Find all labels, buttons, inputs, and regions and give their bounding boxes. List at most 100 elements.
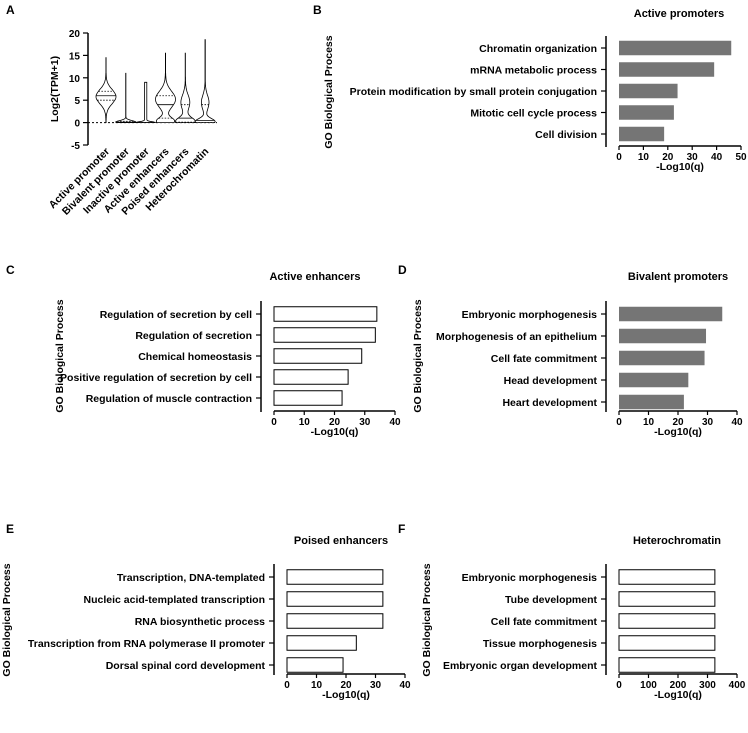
category-label-f: Tube development	[505, 594, 597, 606]
violin-2	[135, 81, 156, 123]
chart-title-e: Poised enhancers	[294, 535, 388, 547]
violin-3	[155, 52, 176, 123]
bar-d	[619, 394, 684, 410]
x-tick-label-b: 10	[638, 152, 650, 163]
bar-f	[618, 591, 716, 607]
category-label-b: Cell division	[535, 129, 597, 141]
bar-d	[619, 328, 707, 344]
y-tick-label-a: 20	[69, 29, 81, 40]
category-label-c: Regulation of secretion by cell	[100, 309, 252, 321]
x-tick-label-b: 30	[687, 152, 699, 163]
bar-e	[286, 635, 357, 651]
category-label-c: Regulation of muscle contraction	[86, 393, 252, 405]
x-tick-label-f: 200	[670, 680, 687, 691]
y-axis-title-c: GO Biological Process	[54, 299, 66, 412]
category-label-e: Dorsal spinal cord development	[106, 660, 266, 672]
bar-f	[618, 569, 716, 585]
panel-letter-b: B	[313, 3, 322, 17]
y-tick-label-a: -5	[71, 141, 80, 152]
category-label-b: Mitotic cell cycle process	[470, 108, 597, 120]
x-axis-title-c: -Log10(q)	[311, 426, 359, 438]
category-label-f: Cell fate commitment	[491, 616, 598, 628]
x-tick-label-d: 0	[616, 417, 622, 428]
category-label-c: Regulation of secretion	[135, 330, 252, 342]
bar-b	[619, 105, 674, 120]
y-axis-title-d: GO Biological Process	[412, 299, 424, 412]
chart-title-f: Heterochromatin	[633, 535, 721, 547]
category-label-d: Embryonic morphogenesis	[462, 309, 598, 321]
x-tick-label-f: 0	[616, 680, 622, 691]
x-axis-title-e: -Log10(q)	[322, 689, 370, 701]
bar-f	[618, 613, 716, 629]
x-tick-label-b: 50	[735, 152, 747, 163]
category-label-e: RNA biosynthetic process	[135, 616, 265, 628]
x-tick-label-e: 10	[311, 680, 323, 691]
category-label-c: Chemical homeostasis	[138, 351, 252, 363]
x-tick-label-d: 10	[643, 417, 655, 428]
bar-c	[273, 327, 376, 343]
category-label-d: Heart development	[502, 397, 597, 409]
bar-e	[286, 613, 384, 629]
category-label-d: Cell fate commitment	[491, 353, 598, 365]
violin-1	[115, 72, 137, 123]
chart-title-b: Active promoters	[634, 8, 724, 20]
bar-b	[619, 40, 732, 56]
category-label-d: Head development	[504, 375, 598, 387]
bar-b	[619, 62, 715, 77]
bar-d	[619, 372, 689, 388]
bar-chart-panel-c: Active enhancers GO Biological Process Reg…	[54, 271, 401, 438]
bar-e	[286, 657, 344, 673]
bar-d	[619, 350, 705, 366]
x-axis-title-f: -Log10(q)	[654, 689, 702, 701]
x-tick-label-b: 0	[616, 152, 622, 163]
category-label-d: Morphogenesis of an epithelium	[436, 331, 597, 343]
x-axis-title-d: -Log10(q)	[654, 426, 702, 438]
category-label-b: Protein modification by small protein co…	[350, 86, 597, 98]
category-label-f: Tissue morphogenesis	[483, 638, 597, 650]
bar-d	[619, 306, 723, 322]
bar-chart-panel-f: Heterochromatin GO Biological Process Embr…	[421, 535, 746, 701]
category-label-f: Embryonic morphogenesis	[462, 572, 598, 584]
bar-c	[273, 369, 349, 385]
bar-c	[273, 390, 343, 406]
y-tick-label-a: 10	[69, 74, 81, 85]
x-tick-label-d: 20	[672, 417, 684, 428]
category-label-b: mRNA metabolic process	[470, 65, 597, 77]
category-label-b: Chromatin organization	[479, 43, 597, 55]
x-tick-label-f: 300	[699, 680, 716, 691]
x-tick-label-c: 30	[359, 417, 371, 428]
x-tick-label-e: 0	[284, 680, 290, 691]
bar-c	[273, 306, 378, 322]
category-label-e: Transcription, DNA-templated	[117, 572, 265, 584]
x-tick-label-e: 20	[340, 680, 352, 691]
bar-f	[618, 635, 716, 651]
y-axis-title-f: GO Biological Process	[421, 563, 433, 676]
x-axis-title-b: -Log10(q)	[656, 161, 704, 173]
violin-0	[95, 57, 117, 123]
panel-letter-f: F	[398, 522, 405, 536]
panel-letter-d: D	[398, 263, 407, 277]
bar-chart-panel-b: Active promoters GO Biological Process Chr…	[323, 8, 747, 173]
bar-chart-panel-d: Bivalent promoters GO Biological Process E…	[412, 271, 743, 438]
y-tick-label-a: 5	[74, 96, 80, 107]
x-tick-label-c: 20	[329, 417, 341, 428]
chart-title-c: Active enhancers	[269, 271, 360, 283]
panel-letter-e: E	[6, 522, 14, 536]
x-tick-label-c: 0	[271, 417, 277, 428]
x-tick-label-c: 40	[389, 417, 401, 428]
y-axis-title-b: GO Biological Process	[323, 35, 335, 148]
y-tick-label-a: 15	[69, 51, 81, 62]
bar-c	[273, 348, 363, 364]
category-label-e: Transcription from RNA polymerase II pro…	[28, 638, 265, 650]
chart-title-d: Bivalent promoters	[628, 271, 728, 283]
panel-letter-a: A	[6, 3, 15, 17]
bar-b	[619, 83, 678, 99]
x-tick-label-d: 30	[702, 417, 714, 428]
x-tick-label-f: 100	[640, 680, 657, 691]
panel-letter-c: C	[6, 263, 15, 277]
bar-e	[286, 569, 384, 585]
x-tick-label-b: 20	[662, 152, 674, 163]
x-tick-label-f: 400	[729, 680, 746, 691]
violin-5	[194, 39, 216, 123]
